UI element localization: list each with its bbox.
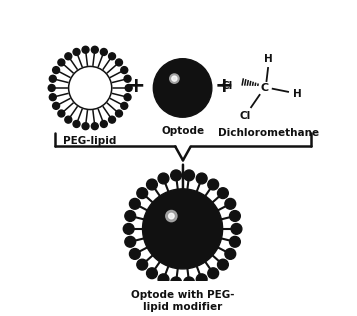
Circle shape [123, 223, 134, 234]
Circle shape [225, 198, 236, 209]
Circle shape [137, 188, 148, 198]
Circle shape [65, 116, 72, 123]
Circle shape [82, 123, 89, 130]
Circle shape [208, 179, 218, 190]
Circle shape [231, 223, 242, 234]
Circle shape [196, 274, 207, 285]
Circle shape [230, 236, 240, 247]
Text: Optode: Optode [161, 126, 204, 137]
Circle shape [73, 49, 80, 55]
Circle shape [116, 59, 122, 66]
Circle shape [130, 249, 140, 259]
Circle shape [91, 123, 98, 130]
Circle shape [125, 210, 136, 222]
Circle shape [116, 110, 122, 117]
Circle shape [217, 259, 228, 270]
Circle shape [49, 75, 56, 82]
Circle shape [52, 102, 60, 109]
Text: Dichloromethane: Dichloromethane [218, 128, 320, 138]
Circle shape [184, 277, 195, 288]
Circle shape [48, 84, 55, 91]
Circle shape [124, 75, 131, 82]
Circle shape [49, 94, 56, 101]
Text: C: C [261, 83, 269, 93]
Circle shape [172, 76, 177, 81]
Circle shape [184, 170, 195, 181]
Circle shape [142, 189, 223, 269]
Circle shape [73, 120, 80, 127]
Circle shape [109, 53, 116, 60]
Text: Optode with PEG-
lipid modifier: Optode with PEG- lipid modifier [131, 290, 234, 312]
Circle shape [196, 173, 207, 184]
Circle shape [52, 67, 60, 74]
Circle shape [58, 110, 65, 117]
Circle shape [121, 102, 128, 109]
Circle shape [121, 67, 128, 74]
Circle shape [82, 46, 89, 53]
Circle shape [137, 259, 148, 270]
Circle shape [171, 170, 181, 181]
Text: +: + [215, 76, 233, 96]
Circle shape [130, 198, 140, 209]
Text: PEG-lipid: PEG-lipid [64, 136, 117, 146]
Circle shape [153, 59, 212, 117]
Circle shape [166, 210, 177, 222]
Circle shape [217, 188, 228, 198]
Text: Cl: Cl [221, 82, 233, 91]
Circle shape [58, 59, 65, 66]
Text: +: + [127, 76, 146, 96]
Circle shape [169, 213, 174, 219]
Circle shape [65, 53, 72, 60]
Circle shape [147, 268, 157, 279]
Circle shape [158, 274, 169, 285]
Circle shape [230, 210, 240, 222]
Circle shape [208, 268, 218, 279]
Circle shape [170, 74, 179, 83]
Text: H: H [265, 54, 273, 64]
Text: Cl: Cl [239, 111, 251, 121]
Circle shape [100, 120, 107, 127]
Circle shape [225, 249, 236, 259]
Circle shape [125, 236, 136, 247]
Circle shape [100, 49, 107, 55]
Circle shape [91, 46, 98, 53]
Circle shape [124, 94, 131, 101]
Text: H: H [293, 89, 302, 99]
Circle shape [109, 116, 116, 123]
Circle shape [158, 173, 169, 184]
Circle shape [147, 179, 157, 190]
Circle shape [171, 277, 181, 288]
Circle shape [125, 84, 132, 91]
Circle shape [69, 66, 112, 110]
